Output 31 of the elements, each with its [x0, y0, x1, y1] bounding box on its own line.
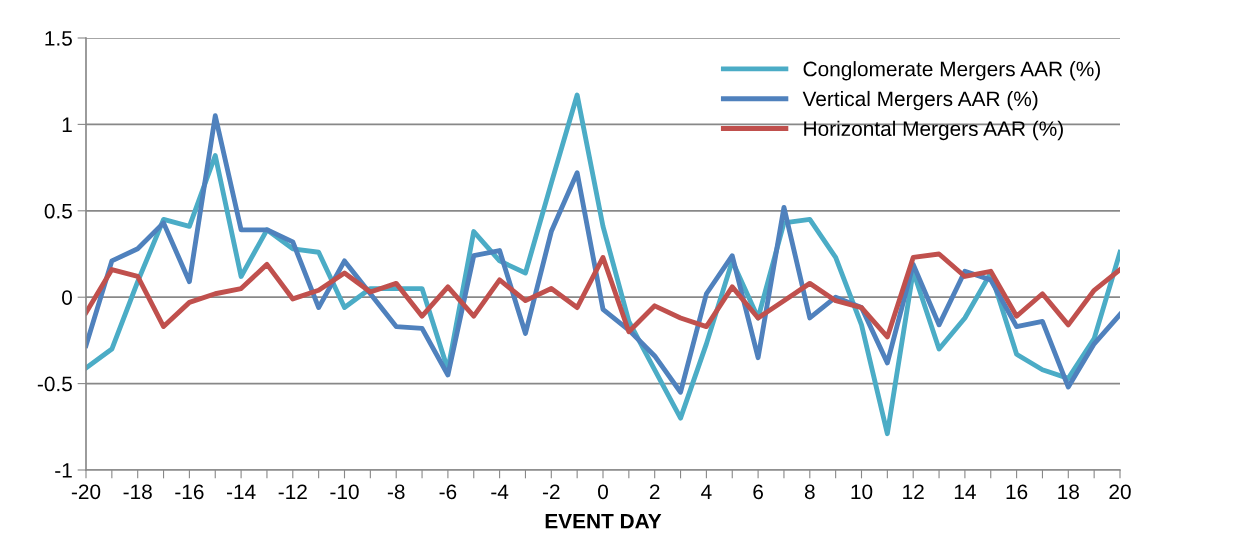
- x-tick-label: -6: [439, 484, 457, 500]
- x-tick-label: -20: [71, 484, 101, 500]
- x-tick-label: 4: [701, 484, 712, 499]
- x-tick-label: -2: [542, 484, 560, 499]
- y-tick-label: 0: [62, 290, 72, 305]
- x-tick-label: 6: [753, 484, 763, 500]
- y-tick-label: 1: [62, 117, 72, 132]
- x-tick-label: -14: [226, 484, 256, 499]
- x-tick-label: 20: [1109, 484, 1131, 500]
- x-tick-label: 12: [903, 484, 924, 499]
- x-tick-label: 10: [851, 484, 873, 500]
- x-tick-label: 0: [598, 484, 608, 500]
- x-tick-label: 18: [1058, 484, 1079, 500]
- x-tick-label: 2: [649, 484, 660, 499]
- x-tick-label: -12: [278, 484, 307, 499]
- x-tick-label: 16: [1006, 484, 1028, 500]
- x-tick-label: 14: [954, 484, 976, 499]
- x-axis-title: EVENT DAY: [545, 513, 662, 529]
- legend-label: Vertical Mergers AAR (%): [802, 90, 1038, 111]
- x-tick-label: -18: [123, 484, 152, 500]
- y-tick-label: -1: [55, 463, 72, 478]
- y-tick-label: 1.5: [45, 31, 72, 46]
- y-tick-label: 0.5: [44, 203, 72, 219]
- x-tick-label: -8: [387, 484, 405, 500]
- x-tick-label: -16: [175, 484, 204, 500]
- y-tick-label: -0.5: [37, 376, 72, 392]
- x-tick-label: -10: [330, 484, 359, 500]
- legend-label: Horizontal Mergers AAR (%): [804, 120, 1063, 141]
- legend-label: Conglomerate Mergers AAR (%): [803, 61, 1100, 81]
- x-tick-label: -4: [491, 484, 509, 499]
- x-tick-label: 8: [804, 484, 815, 500]
